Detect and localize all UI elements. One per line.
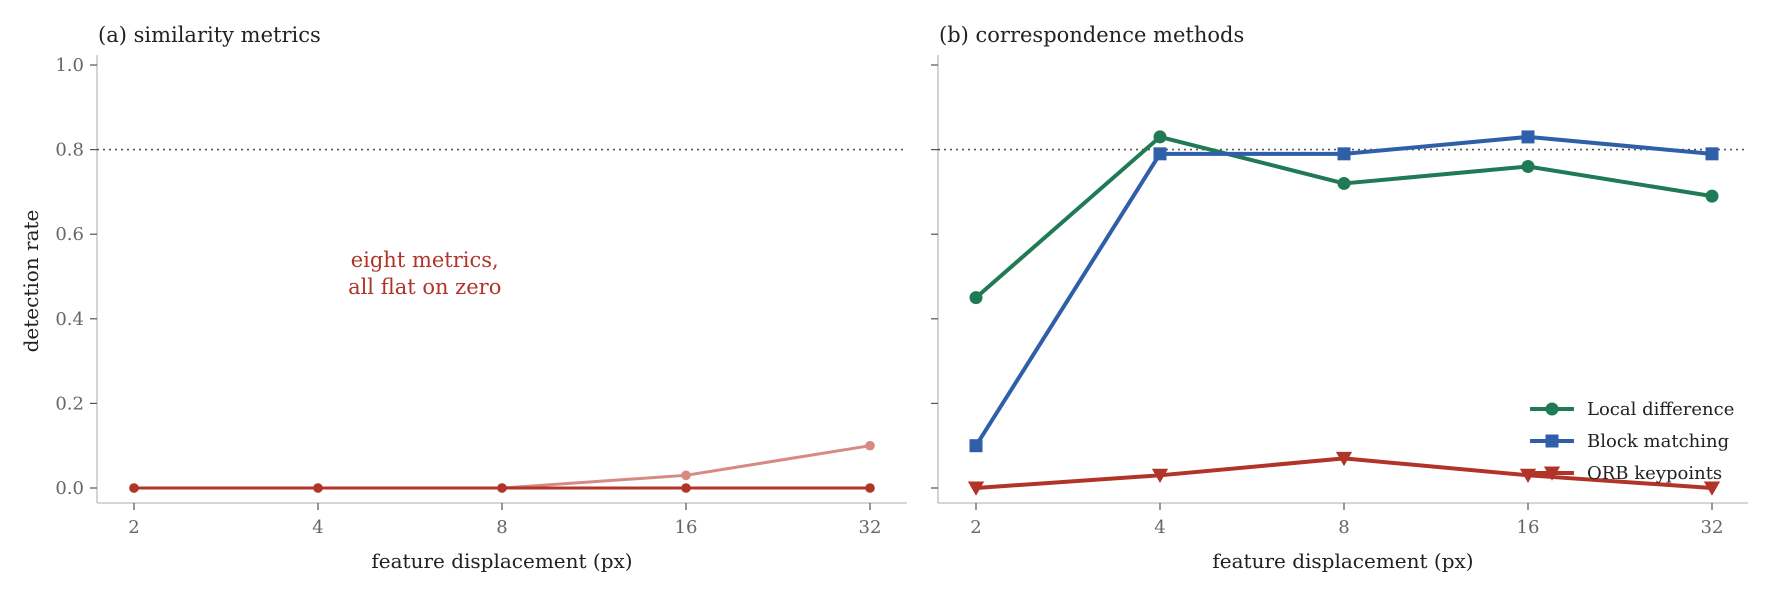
annotation-text: eight metrics, xyxy=(351,248,499,272)
data-point xyxy=(1153,147,1167,161)
y-tick-label: 1.0 xyxy=(55,55,84,76)
data-point xyxy=(1335,451,1353,467)
x-tick-label: 32 xyxy=(1701,517,1724,538)
legend-label: ORB keypoints xyxy=(1587,463,1722,484)
series-line xyxy=(134,444,871,490)
x-tick-label: 4 xyxy=(312,517,323,538)
x-tick-label: 8 xyxy=(496,517,507,538)
x-tick-label: 8 xyxy=(1338,517,1349,538)
y-axis-label: detection rate xyxy=(19,210,43,353)
x-axis-label: feature displacement (px) xyxy=(371,549,632,573)
y-tick-label: 0.2 xyxy=(55,393,84,414)
data-point xyxy=(1521,130,1535,144)
data-point xyxy=(1337,176,1351,190)
legend-swatch-marker xyxy=(1545,434,1559,448)
x-tick-label: 4 xyxy=(1154,517,1165,538)
data-point xyxy=(1337,147,1351,161)
data-point xyxy=(129,483,139,493)
data-point xyxy=(1705,147,1719,161)
x-tick-label: 2 xyxy=(128,517,139,538)
legend-swatch-marker xyxy=(1543,466,1561,481)
x-tick-label: 16 xyxy=(1517,517,1540,538)
legend-label: Local difference xyxy=(1587,399,1734,420)
data-point xyxy=(681,483,691,493)
x-tick-label: 2 xyxy=(970,517,981,538)
legend-label: Block matching xyxy=(1587,431,1729,452)
data-point xyxy=(969,439,983,453)
y-tick-label: 0.0 xyxy=(55,478,84,499)
data-point xyxy=(681,470,691,481)
data-point xyxy=(1521,160,1535,174)
legend-swatch-marker xyxy=(1545,402,1559,416)
data-point xyxy=(1705,189,1719,203)
data-point xyxy=(1151,468,1169,484)
x-tick-label: 16 xyxy=(675,517,698,538)
data-point xyxy=(967,481,985,496)
data-point xyxy=(969,291,983,305)
data-point xyxy=(313,483,323,493)
data-point xyxy=(497,483,507,493)
annotation-text: all flat on zero xyxy=(348,275,501,299)
data-point xyxy=(1153,130,1167,144)
panel-title: (b) correspondence methods xyxy=(939,23,1244,47)
data-point xyxy=(865,440,875,451)
legend-item: Block matching xyxy=(1530,431,1729,452)
legend: Local difference Block matching ORB keypoi… xyxy=(1530,399,1734,484)
y-tick-label: 0.6 xyxy=(55,224,84,245)
legend-item: Local difference xyxy=(1530,399,1734,420)
series-1 xyxy=(969,130,1719,453)
x-axis-label: feature displacement (px) xyxy=(1212,549,1473,573)
panel-b: 2 4 8 16 32 (b) correspondence methods feature… xyxy=(931,23,1748,573)
panel-a: 0.0 0.2 0.4 0.6 0.8 1.0 2 4 8 16 32 (a) similarity … xyxy=(19,23,907,573)
y-tick-label: 0.8 xyxy=(55,140,84,161)
data-point xyxy=(865,483,875,493)
panel-title: (a) similarity metrics xyxy=(98,23,321,47)
y-tick-label: 0.4 xyxy=(55,309,84,330)
data-point xyxy=(1703,481,1721,496)
x-tick-label: 32 xyxy=(859,517,882,538)
series-1 xyxy=(129,483,875,493)
series-0 xyxy=(969,130,1719,305)
legend-item: ORB keypoints xyxy=(1530,463,1722,484)
